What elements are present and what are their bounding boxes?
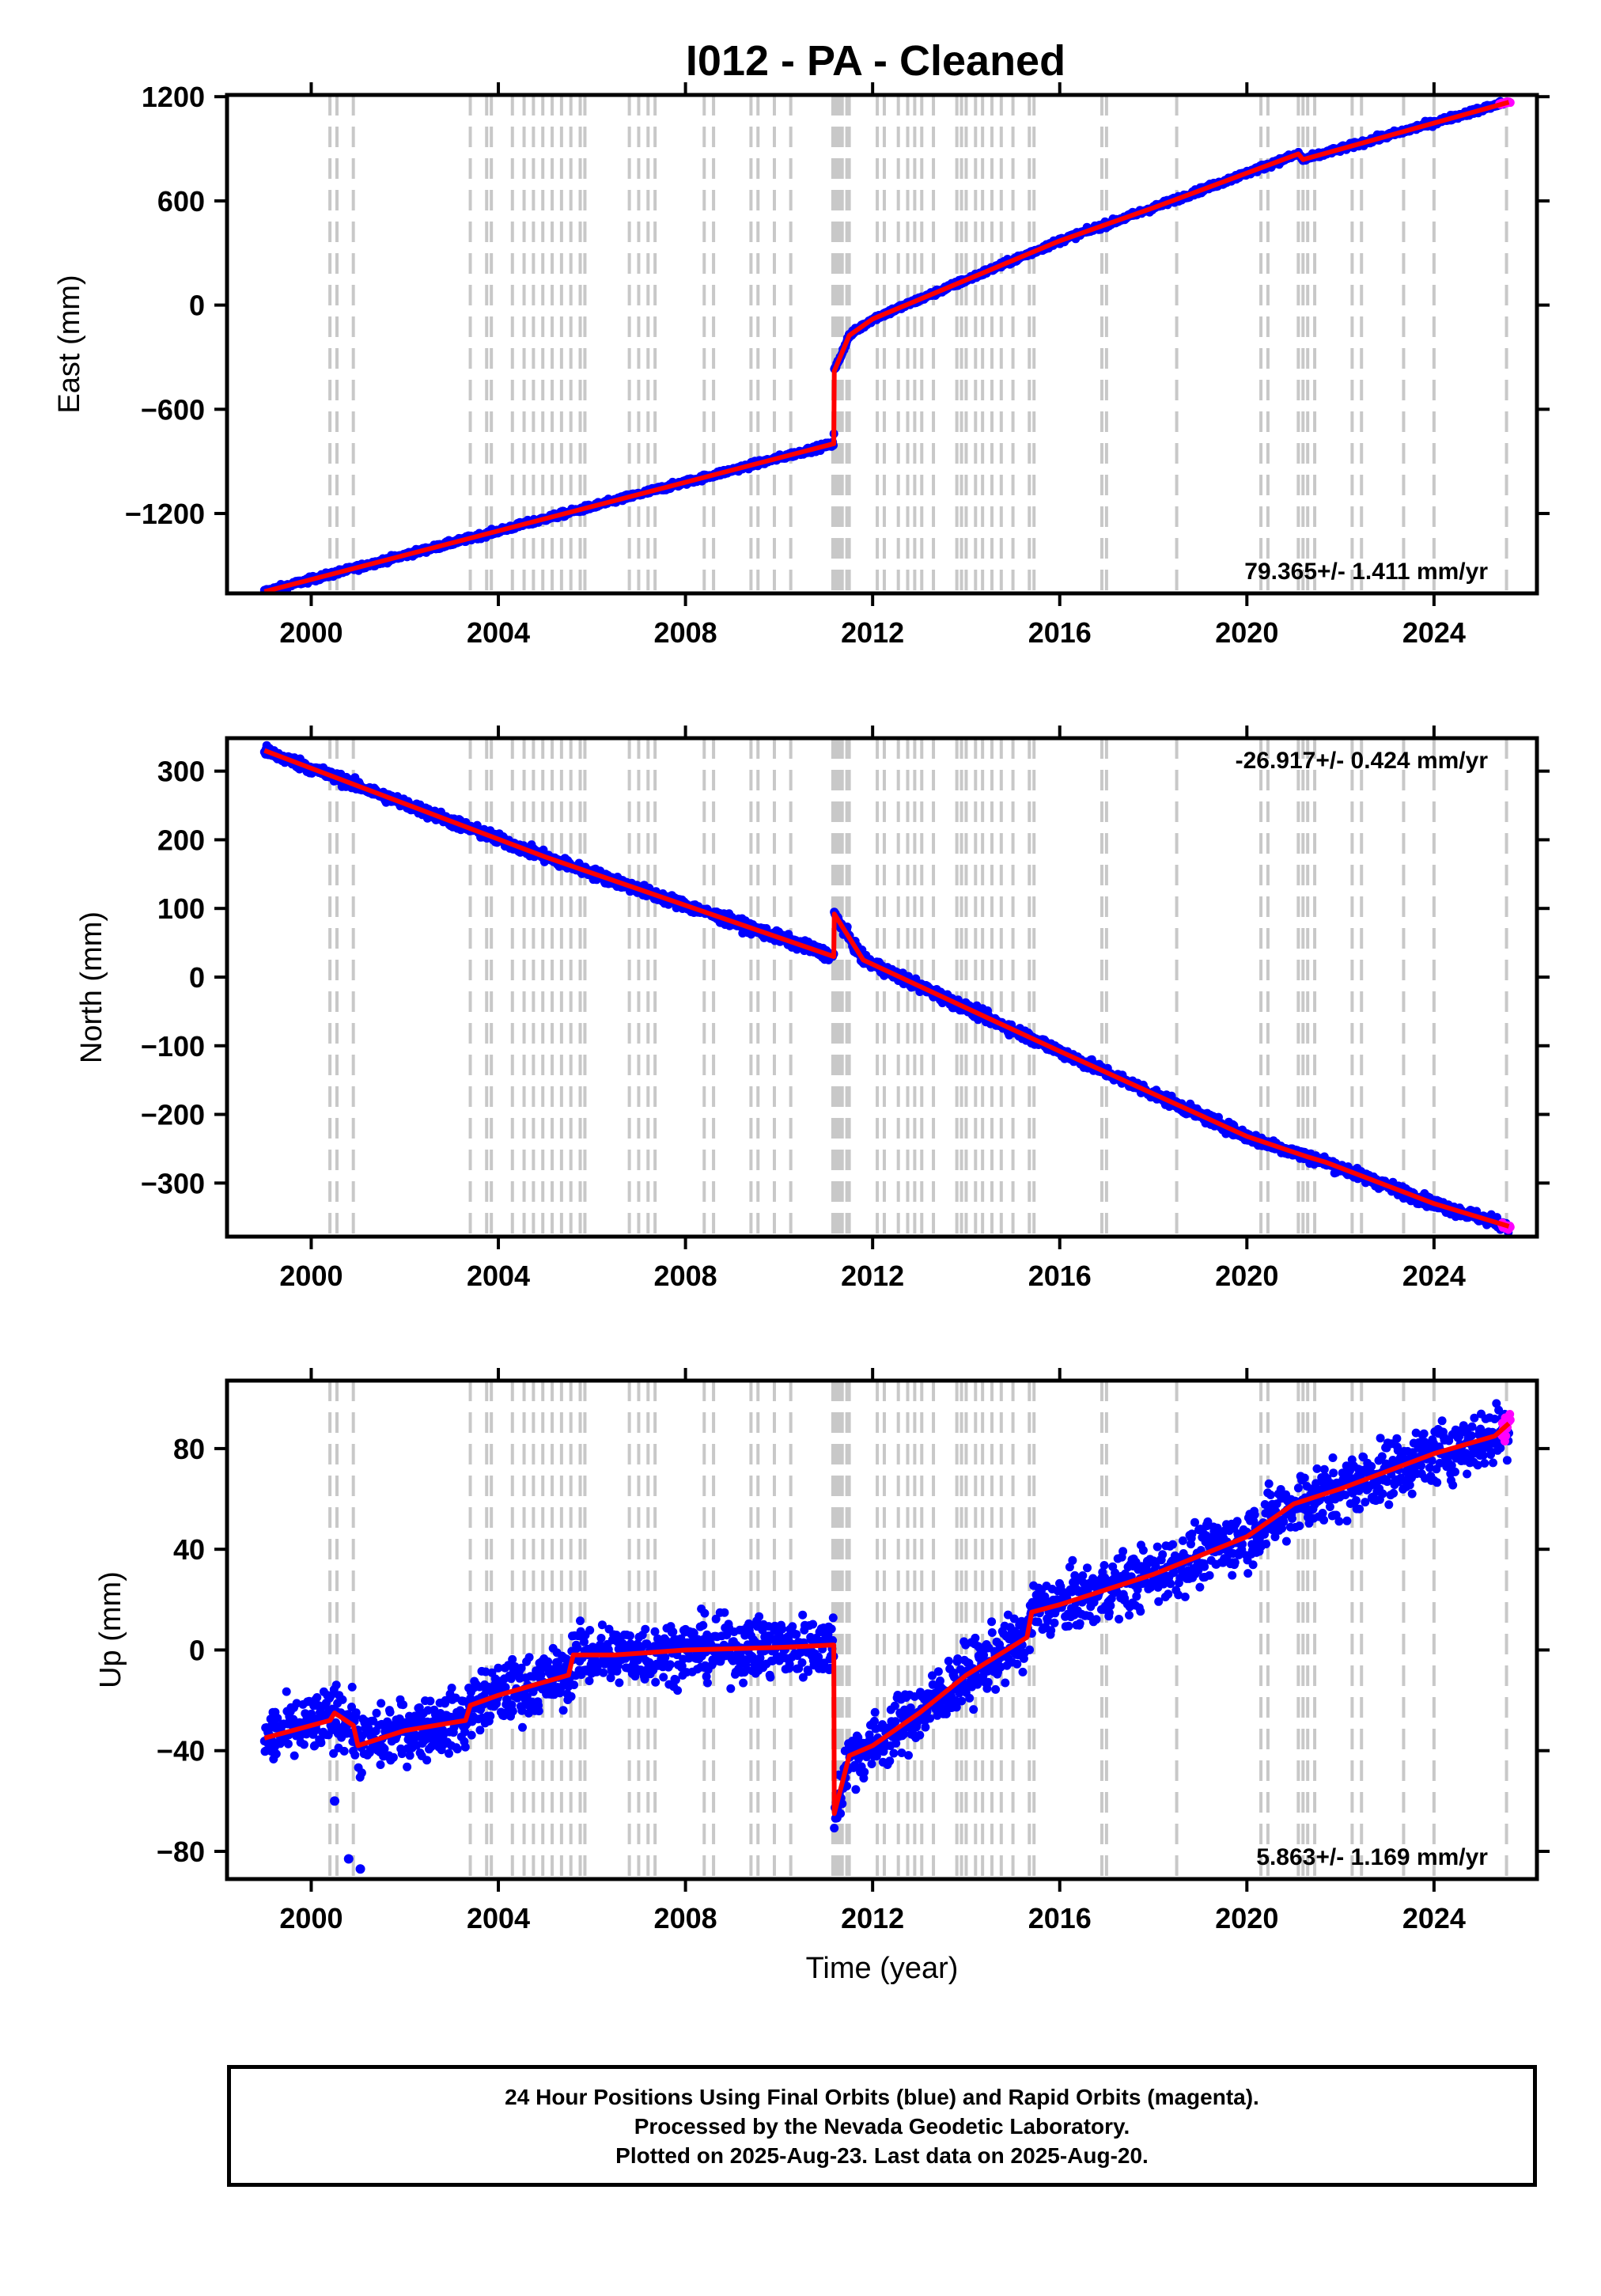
x-tick-label: 2004	[467, 616, 530, 649]
final-orbit-point	[372, 1708, 381, 1718]
final-orbit-point	[403, 1762, 412, 1771]
final-orbit-point	[397, 1749, 407, 1759]
y-tick-label: 1200	[142, 81, 205, 113]
final-orbit-point	[377, 1699, 386, 1708]
panel-up: 2000 2004 2008 2012 2016 2020 202480400−40−80U…	[94, 1368, 1550, 1985]
x-tick-label: 2012	[841, 1260, 904, 1292]
final-orbit-point	[290, 1751, 299, 1760]
y-tick-label: −200	[141, 1099, 205, 1131]
position-points	[259, 97, 1515, 593]
final-orbit-point	[376, 1760, 385, 1769]
chart-title: I012 - PA - Cleaned	[686, 37, 1065, 85]
final-orbit-point	[350, 1750, 360, 1760]
x-tick-label: 2016	[1028, 616, 1092, 649]
final-orbit-point	[331, 1680, 341, 1690]
y-tick-label: 300	[157, 756, 205, 788]
final-orbit-point	[385, 1707, 395, 1717]
plot-area	[259, 738, 1515, 1237]
final-orbit-point	[405, 1751, 414, 1760]
final-orbit-point	[316, 1738, 326, 1748]
x-tick-label: 2008	[654, 616, 717, 649]
final-orbit-point	[283, 1739, 293, 1749]
y-tick-label: 600	[157, 185, 205, 218]
rate-annotation: -26.917+/- 0.424 mm/yr	[1236, 748, 1489, 774]
x-tick-label: 2020	[1215, 1260, 1278, 1292]
x-tick-label: 2004	[467, 1260, 530, 1292]
x-tick-label: 2000	[279, 616, 343, 649]
y-tick-label: 100	[157, 892, 205, 925]
position-points	[259, 1399, 1515, 1874]
final-orbit-point	[329, 1749, 339, 1758]
y-tick-label: 0	[189, 961, 205, 994]
y-axis-label: East (mm)	[53, 275, 86, 413]
y-axis-label: North (mm)	[75, 911, 108, 1063]
final-orbit-point	[380, 1744, 389, 1753]
model-fit-line	[263, 100, 1510, 593]
y-tick-label: −100	[141, 1030, 205, 1063]
y-tick-label: −300	[141, 1167, 205, 1199]
final-orbit-point	[273, 1714, 282, 1723]
x-tick-label: 2016	[1028, 1260, 1092, 1292]
y-tick-label: 0	[189, 290, 205, 322]
final-orbit-point	[388, 1752, 398, 1762]
rate-annotation: 79.365+/- 1.411 mm/yr	[1244, 559, 1488, 585]
final-orbit-point	[299, 1740, 308, 1749]
plot-area	[259, 1381, 1515, 1879]
final-orbit-point	[339, 1746, 349, 1756]
final-orbit-point	[347, 1682, 357, 1692]
panel-frame	[225, 736, 1539, 1239]
x-tick-label: 2000	[279, 1260, 343, 1292]
final-orbit-point	[338, 1695, 347, 1704]
x-tick-label: 2024	[1402, 1260, 1466, 1292]
final-orbit-point	[351, 1708, 361, 1718]
x-tick-label: 2012	[841, 616, 904, 649]
model-fit-line	[263, 748, 1510, 1229]
panel-frame	[225, 93, 1539, 596]
panel-north: 2000 2004 2008 2012 2016 2020 2024 300 200 100 0 −1…	[75, 726, 1550, 1292]
final-orbit-point	[399, 1700, 408, 1710]
x-tick-label: 2008	[654, 1260, 717, 1292]
y-tick-label: −600	[141, 393, 205, 426]
panel-east: 2000 2004 2008 2012 2016 2020 2024 1200 600 0 −600…	[53, 81, 1550, 649]
plot-area	[259, 95, 1515, 593]
x-tick-label: 2024	[1402, 616, 1466, 649]
final-orbit-point	[357, 1768, 366, 1778]
final-orbit-point	[312, 1693, 322, 1702]
final-orbit-point	[282, 1687, 291, 1696]
y-tick-label: −1200	[125, 498, 205, 530]
x-tick-label: 2020	[1215, 616, 1278, 649]
final-orbit-point	[271, 1749, 281, 1759]
y-tick-label: 200	[157, 824, 205, 856]
